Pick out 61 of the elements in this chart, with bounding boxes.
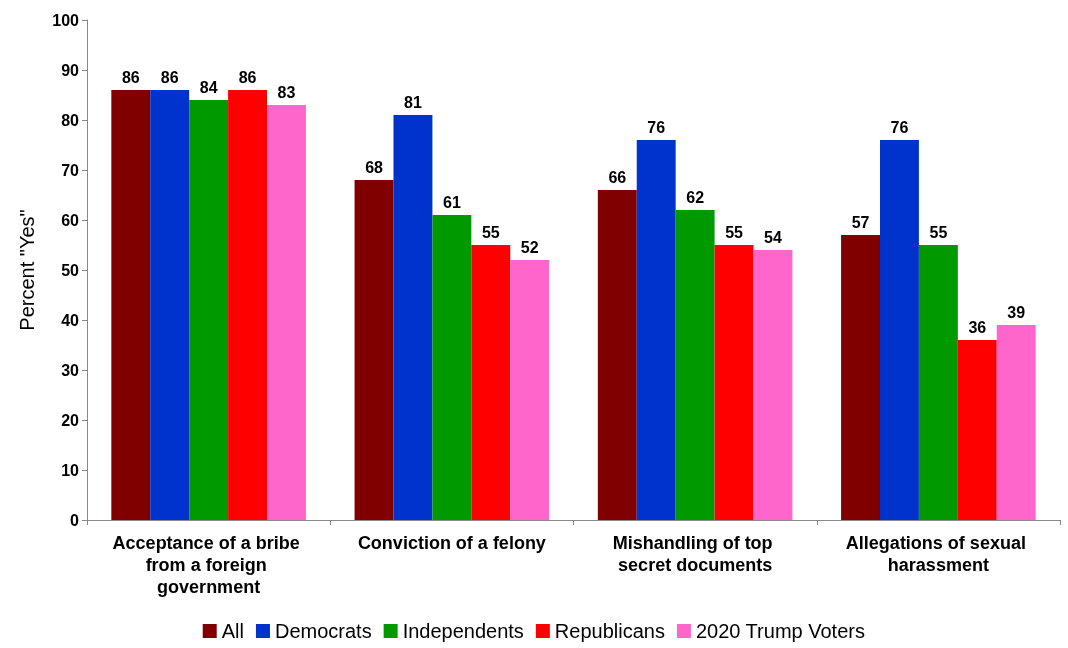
bar bbox=[918, 245, 958, 520]
data-label: 66 bbox=[608, 168, 627, 186]
bar bbox=[111, 90, 151, 520]
y-tick-label: 0 bbox=[70, 511, 80, 529]
bar bbox=[150, 90, 190, 520]
data-label: 55 bbox=[481, 223, 500, 241]
x-tick-label: Acceptance of a bribe from a foreign government bbox=[112, 533, 305, 597]
y-tick-label: 50 bbox=[61, 261, 80, 279]
data-label: 61 bbox=[442, 193, 461, 211]
y-tick-label: 100 bbox=[52, 11, 80, 29]
data-label: 39 bbox=[1007, 303, 1026, 321]
x-tick-label: Conviction of a felony bbox=[357, 533, 546, 553]
data-label: 86 bbox=[238, 68, 257, 86]
y-tick-label: 60 bbox=[61, 211, 80, 229]
bar bbox=[957, 340, 997, 520]
data-label: 86 bbox=[121, 68, 140, 86]
data-label: 52 bbox=[520, 238, 539, 256]
y-tick-label: 20 bbox=[61, 411, 80, 429]
bar bbox=[189, 100, 229, 520]
bar bbox=[996, 325, 1036, 520]
bar bbox=[841, 235, 880, 520]
data-label: 54 bbox=[764, 228, 782, 246]
y-tick-label: 40 bbox=[61, 311, 80, 329]
bar bbox=[510, 260, 550, 520]
bar bbox=[354, 180, 394, 520]
bar bbox=[597, 190, 637, 520]
data-label: 76 bbox=[890, 118, 909, 136]
bar bbox=[714, 245, 754, 520]
y-axis-title: Percent "Yes" bbox=[16, 209, 38, 331]
data-label: 76 bbox=[647, 118, 666, 136]
bar bbox=[228, 90, 268, 520]
bar bbox=[675, 210, 715, 520]
legend-label: Republicans bbox=[554, 620, 665, 642]
x-tick-label: Mishandling of top secret documents bbox=[612, 533, 778, 575]
data-label: 84 bbox=[199, 78, 218, 96]
bar bbox=[880, 140, 919, 520]
data-label: 81 bbox=[404, 93, 422, 111]
legend-label: Democrats bbox=[274, 620, 372, 642]
data-label: 62 bbox=[686, 188, 705, 206]
bar bbox=[393, 115, 433, 520]
bar bbox=[267, 105, 306, 520]
bar bbox=[636, 140, 676, 520]
data-label: 83 bbox=[277, 83, 296, 101]
legend-label: 2020 Trump Voters bbox=[695, 620, 865, 642]
y-tick-label: 80 bbox=[61, 111, 80, 129]
data-label: 55 bbox=[929, 223, 948, 241]
legend-label: Independents bbox=[402, 620, 524, 642]
bar bbox=[432, 215, 472, 520]
data-label: 57 bbox=[851, 213, 870, 231]
bar bbox=[753, 250, 793, 520]
y-tick-label: 70 bbox=[61, 161, 80, 179]
y-tick-label: 90 bbox=[61, 61, 80, 79]
y-tick-label: 30 bbox=[61, 361, 80, 379]
y-tick-label: 10 bbox=[61, 461, 80, 479]
data-label: 36 bbox=[968, 318, 987, 336]
data-label: 55 bbox=[725, 223, 744, 241]
data-label: 86 bbox=[160, 68, 179, 86]
data-label: 68 bbox=[365, 158, 384, 176]
x-tick-label: Allegations of sexual harassment bbox=[845, 533, 1031, 575]
legend-label: All bbox=[221, 620, 244, 642]
bar bbox=[471, 245, 511, 520]
